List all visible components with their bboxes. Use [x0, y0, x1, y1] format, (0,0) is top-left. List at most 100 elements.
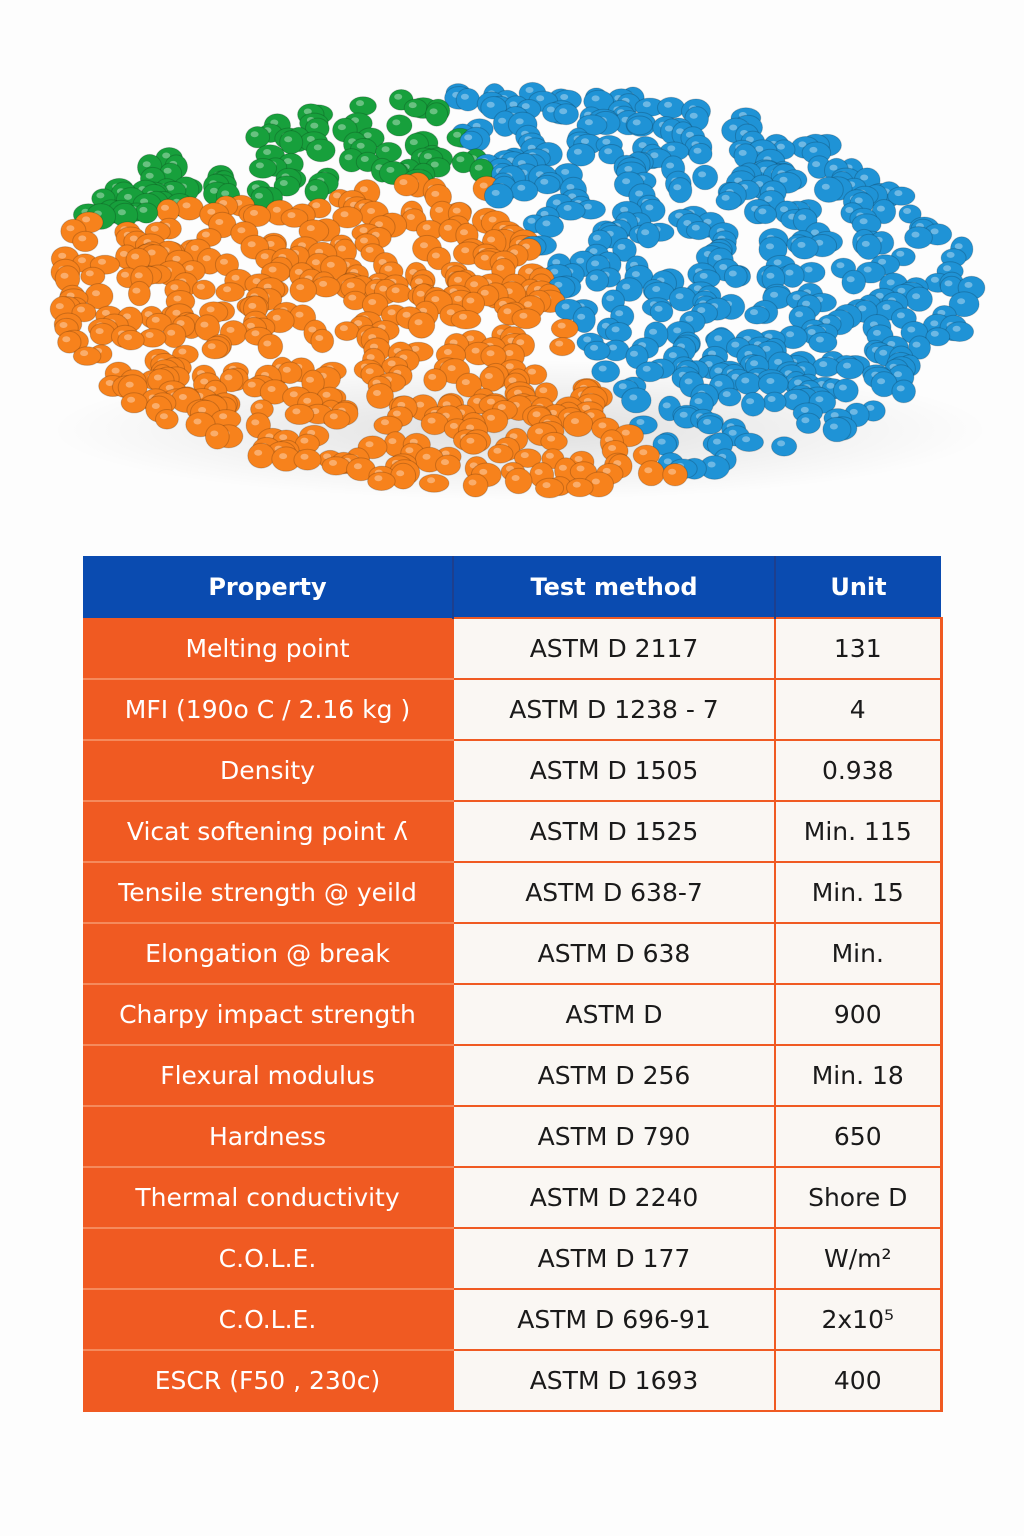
pellet-highlight — [255, 192, 263, 199]
pellet-highlight — [636, 419, 645, 425]
pellet-highlight — [583, 336, 592, 343]
pellet-highlight — [312, 202, 321, 209]
pellet-highlight — [943, 265, 952, 272]
pellet-highlight — [866, 404, 875, 411]
pellet — [887, 186, 916, 206]
pellet — [904, 226, 933, 250]
pellet-highlight — [153, 374, 162, 381]
pellet-highlight — [315, 248, 324, 255]
pellet — [740, 391, 766, 417]
pellet-highlight — [460, 93, 469, 100]
pellet-highlight — [221, 190, 230, 197]
pellet-highlight — [954, 243, 963, 250]
pellet — [305, 138, 336, 163]
pellet — [455, 372, 483, 398]
pellet — [591, 360, 621, 383]
pellet — [435, 454, 461, 476]
pellet-highlight — [388, 438, 397, 445]
pellet-highlight — [774, 358, 783, 365]
pellet-highlight — [446, 309, 455, 316]
pellet-highlight — [907, 326, 916, 333]
pellet-highlight — [337, 124, 346, 131]
pellet — [510, 179, 539, 202]
pellet-highlight — [903, 208, 912, 214]
pellet-highlight — [486, 350, 495, 357]
pellet-highlight — [598, 422, 607, 429]
pellet — [734, 432, 764, 452]
pellet-highlight — [453, 131, 462, 138]
property-cell: MFI (190o C / 2.16 kg ) — [83, 679, 454, 741]
pellet — [332, 206, 363, 229]
pellet — [555, 201, 586, 221]
pellet-highlight — [80, 350, 89, 357]
pellet — [735, 372, 762, 395]
pellet-highlight — [552, 259, 561, 266]
pellet-highlight — [284, 136, 293, 143]
property-cell: Charpy impact strength — [83, 984, 454, 1046]
pellet-highlight — [487, 236, 496, 243]
pellet-highlight — [777, 440, 786, 447]
pellet — [534, 214, 565, 238]
pellet-highlight — [322, 391, 331, 398]
pellet-highlight — [399, 179, 408, 186]
pellet-highlight — [608, 445, 617, 451]
pellet-highlight — [129, 235, 138, 242]
pellet — [813, 176, 844, 203]
pellet-highlight — [766, 272, 775, 279]
pellet-highlight — [255, 403, 263, 410]
pellet — [790, 236, 819, 260]
pellet-highlight — [392, 410, 401, 417]
pellet — [191, 279, 216, 300]
pellet-highlight — [666, 162, 675, 169]
pellet-highlight — [144, 311, 153, 318]
pellet-highlight — [210, 430, 219, 437]
pellet-highlight — [836, 262, 845, 269]
pellet-highlight — [822, 318, 831, 325]
pellet-highlight — [722, 391, 731, 398]
table-row: C.O.L.E. ASTM D 177 W/m² — [83, 1227, 943, 1290]
pellet-highlight — [279, 434, 288, 441]
pellet-highlight — [384, 265, 393, 272]
pellet-highlight — [151, 316, 160, 323]
pellet-highlight — [509, 101, 518, 108]
pellet-highlight — [468, 479, 477, 486]
pellet-highlight — [373, 390, 381, 396]
pellet — [117, 329, 145, 351]
table-row: Charpy impact strength ASTM D 900 — [83, 983, 943, 1046]
pellet-highlight — [540, 178, 549, 185]
pellet — [373, 415, 403, 435]
pellet-highlight — [493, 447, 502, 454]
pellet — [155, 409, 179, 430]
pellet-highlight — [340, 211, 349, 218]
pellet-highlight — [268, 266, 277, 273]
pellet-highlight — [459, 313, 467, 320]
pellet-highlight — [664, 125, 673, 132]
test-method-cell: ASTM D 1693 — [452, 1349, 776, 1412]
pellet-highlight — [147, 249, 156, 256]
pellet-highlight — [252, 278, 261, 285]
pellet-highlight — [503, 308, 512, 315]
pellet-highlight — [555, 340, 564, 347]
pellet-highlight — [185, 265, 194, 271]
pellet-highlight — [563, 204, 572, 211]
pellet — [425, 102, 449, 127]
pellet — [686, 221, 712, 241]
pellet-highlight — [172, 255, 181, 262]
pellet-highlight — [542, 482, 551, 489]
pellet — [162, 323, 187, 349]
unit-cell: Shore D — [774, 1166, 943, 1229]
pellet-highlight — [58, 252, 67, 259]
pellet — [812, 356, 841, 378]
pellet-highlight — [300, 453, 309, 460]
pellet-highlight — [802, 300, 811, 307]
pellet-highlight — [272, 314, 281, 321]
pellet-highlight — [250, 131, 259, 138]
pellet-highlight — [356, 142, 365, 149]
pellet — [534, 477, 565, 499]
pellet — [323, 409, 351, 430]
pellet-highlight — [878, 258, 887, 265]
pellet-highlight — [193, 418, 202, 425]
pellet-highlight — [374, 475, 383, 482]
pellet-highlight — [375, 221, 383, 228]
